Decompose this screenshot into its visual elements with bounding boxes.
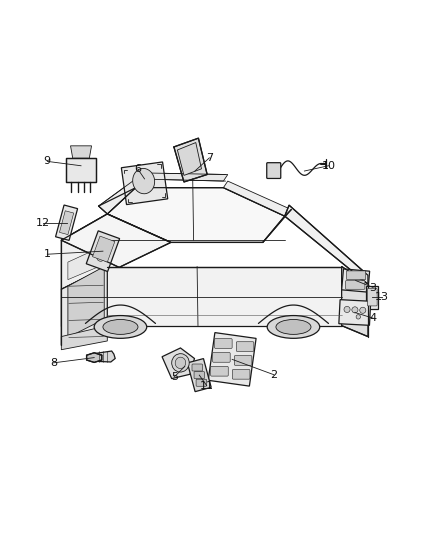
- Text: 1: 1: [44, 249, 51, 259]
- Polygon shape: [136, 173, 228, 181]
- FancyBboxPatch shape: [234, 356, 252, 365]
- Polygon shape: [86, 231, 120, 271]
- FancyBboxPatch shape: [192, 364, 202, 371]
- Polygon shape: [162, 348, 194, 378]
- Ellipse shape: [267, 316, 320, 338]
- Circle shape: [352, 307, 358, 313]
- Polygon shape: [342, 266, 368, 336]
- Text: 4: 4: [370, 313, 377, 323]
- FancyBboxPatch shape: [367, 288, 377, 306]
- Polygon shape: [285, 205, 368, 284]
- Ellipse shape: [175, 357, 186, 368]
- Polygon shape: [56, 205, 78, 240]
- Ellipse shape: [103, 319, 138, 334]
- Polygon shape: [107, 188, 285, 243]
- Polygon shape: [61, 266, 342, 326]
- Text: 12: 12: [36, 217, 50, 228]
- Polygon shape: [60, 211, 74, 235]
- Polygon shape: [342, 269, 370, 292]
- Polygon shape: [177, 142, 201, 175]
- Text: 13: 13: [375, 292, 389, 302]
- Text: 8: 8: [50, 358, 57, 368]
- Circle shape: [344, 306, 350, 312]
- Polygon shape: [339, 300, 371, 325]
- Polygon shape: [91, 351, 115, 362]
- Polygon shape: [66, 158, 96, 182]
- Polygon shape: [61, 326, 107, 350]
- FancyBboxPatch shape: [211, 367, 228, 376]
- Polygon shape: [92, 236, 115, 262]
- Text: 5: 5: [171, 372, 178, 382]
- Polygon shape: [121, 162, 168, 205]
- Polygon shape: [187, 359, 211, 392]
- Ellipse shape: [133, 168, 155, 194]
- FancyBboxPatch shape: [267, 163, 281, 179]
- Text: 6: 6: [134, 164, 141, 174]
- Circle shape: [97, 253, 105, 261]
- FancyBboxPatch shape: [233, 369, 250, 379]
- Polygon shape: [61, 214, 171, 268]
- Polygon shape: [208, 333, 256, 386]
- FancyBboxPatch shape: [236, 342, 254, 351]
- Text: 2: 2: [270, 370, 277, 379]
- Polygon shape: [99, 179, 136, 214]
- Polygon shape: [61, 214, 107, 289]
- Text: 7: 7: [206, 153, 213, 163]
- Circle shape: [101, 242, 109, 250]
- Ellipse shape: [94, 316, 147, 338]
- Text: 9: 9: [44, 156, 51, 166]
- Polygon shape: [87, 353, 102, 362]
- Circle shape: [356, 314, 360, 319]
- Text: 10: 10: [321, 161, 336, 171]
- Ellipse shape: [172, 354, 189, 372]
- Text: 3: 3: [370, 282, 377, 293]
- Polygon shape: [223, 181, 291, 216]
- Text: 11: 11: [200, 381, 214, 391]
- Ellipse shape: [276, 319, 311, 334]
- FancyBboxPatch shape: [194, 372, 205, 378]
- Polygon shape: [68, 246, 104, 280]
- FancyBboxPatch shape: [196, 379, 207, 386]
- Polygon shape: [61, 266, 107, 345]
- FancyBboxPatch shape: [213, 353, 230, 362]
- FancyBboxPatch shape: [346, 271, 366, 280]
- Polygon shape: [71, 146, 92, 158]
- Polygon shape: [68, 266, 104, 337]
- Polygon shape: [366, 286, 378, 309]
- FancyBboxPatch shape: [215, 338, 232, 349]
- Polygon shape: [174, 138, 207, 182]
- FancyBboxPatch shape: [346, 280, 365, 289]
- Circle shape: [360, 307, 366, 313]
